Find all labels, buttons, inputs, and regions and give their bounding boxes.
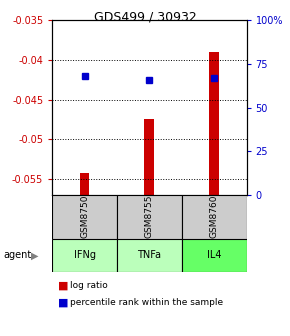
Text: IFNg: IFNg [74,250,96,260]
Text: GSM8750: GSM8750 [80,195,89,239]
FancyBboxPatch shape [117,239,182,272]
Bar [144,119,154,195]
Text: ■: ■ [58,281,68,291]
Bar [80,173,89,195]
Text: GSM8755: GSM8755 [145,195,154,239]
Text: log ratio: log ratio [70,281,107,290]
Text: agent: agent [3,250,31,260]
Text: ■: ■ [58,297,68,307]
Text: GSM8760: GSM8760 [210,195,219,239]
Text: IL4: IL4 [207,250,221,260]
Text: GDS499 / 30932: GDS499 / 30932 [94,10,196,23]
Text: ▶: ▶ [31,250,39,260]
Text: TNFa: TNFa [137,250,161,260]
Bar [209,52,219,195]
FancyBboxPatch shape [182,239,246,272]
FancyBboxPatch shape [52,239,117,272]
Text: percentile rank within the sample: percentile rank within the sample [70,298,223,307]
FancyBboxPatch shape [117,195,182,239]
FancyBboxPatch shape [52,195,117,239]
FancyBboxPatch shape [182,195,246,239]
